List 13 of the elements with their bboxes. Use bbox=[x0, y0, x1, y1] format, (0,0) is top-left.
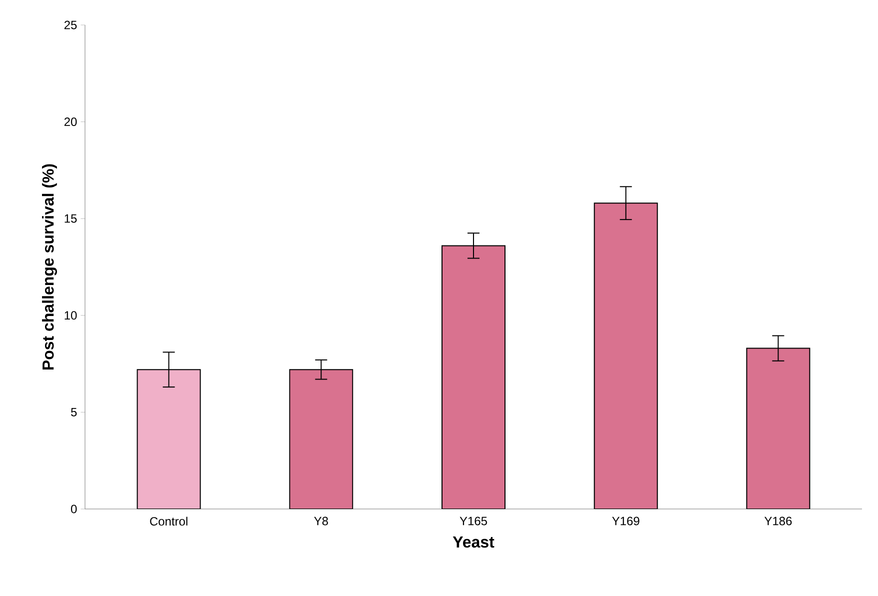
y-axis-title: Post challenge survival (%) bbox=[42, 164, 57, 370]
x-axis-title: Yeast bbox=[452, 536, 494, 548]
x-tick-label: Y8 bbox=[314, 516, 328, 526]
y-tick-label: 0 bbox=[71, 504, 77, 514]
y-tick-label: 10 bbox=[64, 311, 77, 320]
x-tick-label: Control bbox=[150, 516, 188, 526]
y-tick-label: 25 bbox=[64, 20, 77, 30]
x-tick-label: Y169 bbox=[612, 516, 640, 526]
x-tick-label: Y165 bbox=[460, 516, 488, 526]
y-tick-label: 5 bbox=[71, 408, 77, 416]
x-tick-label: Y186 bbox=[764, 516, 792, 526]
y-tick-label: 15 bbox=[64, 214, 77, 223]
y-tick-label: 20 bbox=[64, 118, 77, 126]
